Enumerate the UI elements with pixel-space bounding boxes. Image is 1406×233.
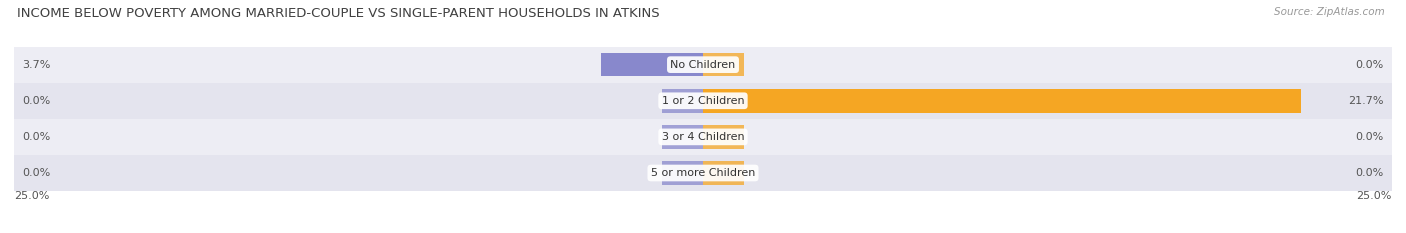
Text: 0.0%: 0.0%: [1355, 168, 1384, 178]
Bar: [703, 125, 744, 149]
Bar: [600, 53, 703, 76]
Text: 21.7%: 21.7%: [1348, 96, 1384, 106]
Bar: [662, 161, 703, 185]
Text: 0.0%: 0.0%: [1355, 60, 1384, 70]
Text: Source: ZipAtlas.com: Source: ZipAtlas.com: [1274, 7, 1385, 17]
Text: No Children: No Children: [671, 60, 735, 70]
Bar: [14, 83, 1392, 119]
Text: 25.0%: 25.0%: [14, 191, 49, 201]
Text: 25.0%: 25.0%: [1357, 191, 1392, 201]
Bar: [703, 53, 744, 76]
Bar: [14, 47, 1392, 83]
Bar: [662, 125, 703, 149]
Text: 3 or 4 Children: 3 or 4 Children: [662, 132, 744, 142]
Bar: [14, 119, 1392, 155]
Text: 0.0%: 0.0%: [1355, 132, 1384, 142]
Bar: [703, 89, 1301, 113]
Text: INCOME BELOW POVERTY AMONG MARRIED-COUPLE VS SINGLE-PARENT HOUSEHOLDS IN ATKINS: INCOME BELOW POVERTY AMONG MARRIED-COUPL…: [17, 7, 659, 20]
Text: 1 or 2 Children: 1 or 2 Children: [662, 96, 744, 106]
Bar: [662, 89, 703, 113]
Text: 0.0%: 0.0%: [22, 132, 51, 142]
Bar: [14, 155, 1392, 191]
Text: 0.0%: 0.0%: [22, 168, 51, 178]
Bar: [703, 161, 744, 185]
Text: 5 or more Children: 5 or more Children: [651, 168, 755, 178]
Text: 0.0%: 0.0%: [22, 96, 51, 106]
Text: 3.7%: 3.7%: [22, 60, 51, 70]
